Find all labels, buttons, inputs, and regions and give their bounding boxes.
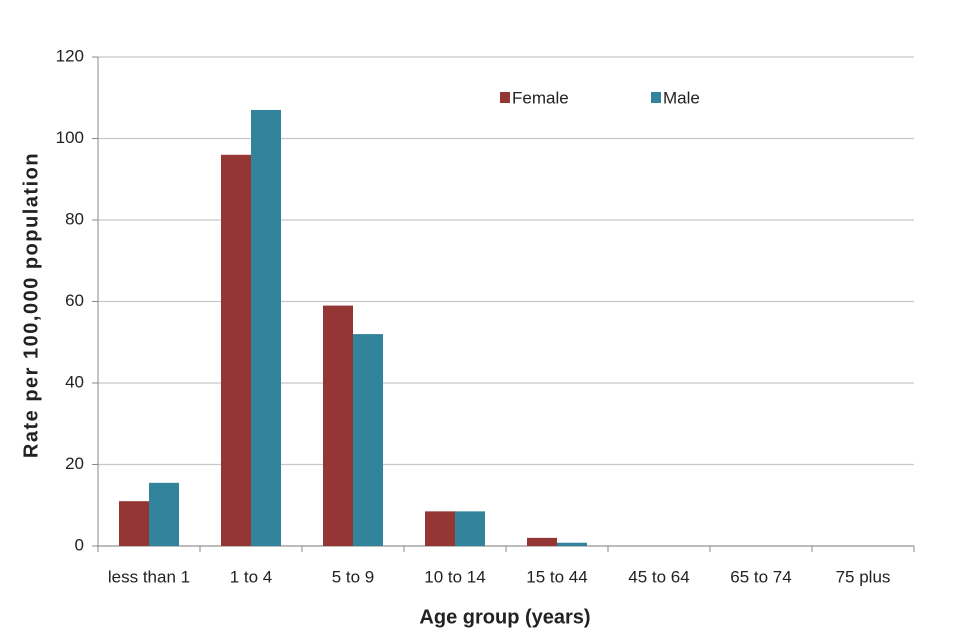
- bar: [149, 482, 179, 546]
- x-tick-label: 1 to 4: [230, 567, 273, 586]
- y-tick-label: 120: [56, 46, 84, 65]
- bar: [425, 511, 455, 546]
- bar: [353, 334, 383, 546]
- legend-swatch: [500, 92, 510, 103]
- y-tick-label: 100: [56, 128, 84, 147]
- bar: [527, 537, 557, 546]
- x-tick-label: 45 to 64: [628, 567, 689, 586]
- x-tick-label: less than 1: [108, 567, 190, 586]
- x-tick-label: 15 to 44: [526, 567, 587, 586]
- bar: [455, 511, 485, 546]
- legend-label: Female: [512, 88, 569, 107]
- x-tick-label: 10 to 14: [424, 567, 485, 586]
- bar: [323, 305, 353, 546]
- legend-swatch: [651, 92, 661, 103]
- bar: [221, 154, 251, 547]
- y-tick-label: 40: [65, 372, 84, 391]
- x-axis-title: Age group (years): [419, 606, 590, 628]
- legend-label: Male: [663, 88, 700, 107]
- x-tick-label: 65 to 74: [730, 567, 791, 586]
- y-tick-label: 0: [75, 535, 84, 554]
- bar: [119, 501, 149, 546]
- bar: [557, 542, 587, 546]
- y-tick-label: 60: [65, 291, 84, 310]
- y-tick-label: 80: [65, 209, 84, 228]
- y-tick-label: 20: [65, 454, 84, 473]
- bar: [251, 109, 281, 546]
- y-axis-title: Rate per 100,000 population: [20, 152, 42, 458]
- x-tick-label: 5 to 9: [332, 567, 375, 586]
- x-tick-label: 75 plus: [836, 567, 891, 586]
